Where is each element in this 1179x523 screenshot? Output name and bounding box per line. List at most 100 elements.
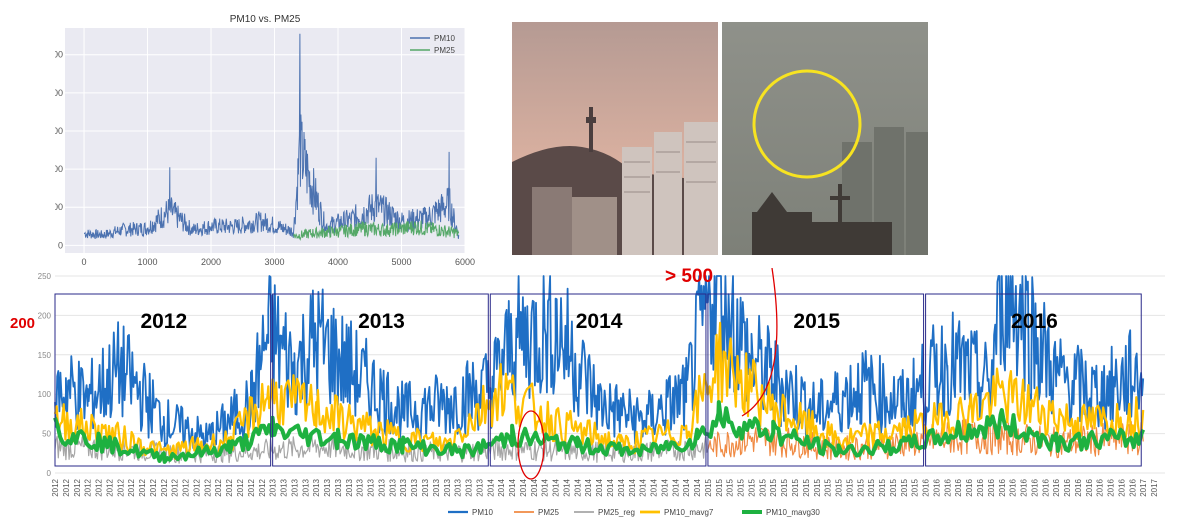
bottom-x-tick-label: 2016: [965, 478, 974, 496]
top-legend-label: PM10: [434, 34, 455, 43]
bottom-x-tick-label: 2013: [356, 478, 365, 496]
year-box-label: 2015: [793, 310, 840, 333]
bottom-x-tick-label: 2013: [301, 478, 310, 496]
bottom-x-tick-label: 2013: [399, 478, 408, 496]
bottom-x-tick-label: 2014: [508, 478, 517, 496]
bottom-x-tick-label: 2013: [290, 478, 299, 496]
bottom-x-tick-label: 2012: [203, 478, 212, 496]
bottom-x-tick-label: 2012: [149, 478, 158, 496]
bottom-x-tick-label: 2016: [1074, 478, 1083, 496]
bottom-legend: PM10 PM25 PM25_reg PM10_mavg7 PM10_mavg30: [448, 508, 820, 517]
pm10-vs-pm25-chart: 0 1000 2000 3000 4000 5000 6000 0 100 200 300 400 50…: [48, 10, 475, 270]
bottom-x-tick-label: 2012: [62, 478, 71, 496]
bottom-x-tick-label: 2013: [378, 478, 387, 496]
bottom-x-tick-label: 2013: [421, 478, 430, 496]
bottom-x-tick-label: 2012: [247, 478, 256, 496]
bottom-x-tick-label: 2012: [160, 478, 169, 496]
smog-comparison-photo: [512, 22, 928, 255]
smog-photo-svg: [512, 22, 928, 255]
bottom-x-tick-label: 2012: [258, 478, 267, 496]
bottom-x-tick-label: 2013: [269, 478, 278, 496]
bottom-x-tick-label: 2014: [639, 478, 648, 496]
bottom-series-pm10-mavg7-line: [53, 321, 1145, 460]
bottom-x-tick-label: 2016: [1118, 478, 1127, 496]
red-highlight-ellipse-2014: [517, 410, 545, 480]
bottom-x-tick-label: 2016: [1041, 478, 1050, 496]
top-x-tick-label: 2000: [201, 257, 221, 267]
bottom-x-tick-label: 2015: [758, 478, 767, 496]
church-silhouette: [752, 184, 892, 255]
bottom-x-tick-label: 2016: [1030, 478, 1039, 496]
clear-windows: [624, 141, 716, 193]
year-box-label: 2013: [358, 310, 405, 333]
bottom-x-tick-label: 2015: [900, 478, 909, 496]
bottom-x-tick-label: 2016: [1052, 478, 1061, 496]
bottom-legend-label: PM25: [538, 508, 559, 517]
bottom-x-tick-label: 2016: [998, 478, 1007, 496]
bottom-x-tick-label: 2015: [737, 478, 746, 496]
bottom-x-tick-label: 2013: [280, 478, 289, 496]
bottom-x-tick-label: 2014: [563, 478, 572, 496]
bottom-x-tick-label: 2015: [726, 478, 735, 496]
year-box-label: 2016: [1011, 310, 1058, 333]
bottom-x-tick-label: 2014: [584, 478, 593, 496]
bottom-x-tick-label: 2012: [236, 478, 245, 496]
bottom-x-tick-label: 2016: [1085, 478, 1094, 496]
bottom-x-tick-label: 2016: [933, 478, 942, 496]
bottom-y-tick-label: 200: [38, 311, 52, 320]
bottom-x-tick-label: 2016: [987, 478, 996, 496]
bottom-x-tick-label: 2015: [715, 478, 724, 496]
over-500-annotation: > 500: [665, 268, 713, 287]
bottom-x-tick-label: 2014: [541, 478, 550, 496]
bottom-y-tick-label: 100: [38, 390, 52, 399]
bottom-x-tick-label: 2015: [878, 478, 887, 496]
bottom-x-tick-label: 2014: [519, 478, 528, 496]
pm-timeseries-chart: 0 50 100 150 200 250 2012 2013 2014 2015 2016 > 500…: [0, 266, 1179, 518]
top-chart-svg: 0 1000 2000 3000 4000 5000 6000 0 100 200 300 400 50…: [48, 14, 475, 267]
top-y-tick-label: 500: [55, 50, 63, 60]
bottom-x-tick-label: 2014: [573, 478, 582, 496]
bottom-x-tick-label: 2013: [388, 478, 397, 496]
top-y-tick-label: 400: [55, 88, 63, 98]
top-chart-title: PM10 vs. PM25: [230, 14, 301, 25]
bottom-y-tick-label: 50: [42, 430, 51, 439]
bottom-x-tick-label: 2012: [214, 478, 223, 496]
bottom-y-tick-label: 150: [38, 351, 52, 360]
yellow-highlight-circle: [752, 69, 862, 179]
bottom-x-tick-label: 2015: [802, 478, 811, 496]
bottom-x-tick-label: 2014: [486, 478, 495, 496]
bottom-x-tick-label: 2012: [105, 478, 114, 496]
bottom-x-tick-label: 2013: [410, 478, 419, 496]
bottom-x-tick-label: 2015: [845, 478, 854, 496]
bottom-x-tick-label: 2016: [1020, 478, 1029, 496]
bottom-x-tick-label: 2014: [671, 478, 680, 496]
bottom-x-tick-label: 2016: [1107, 478, 1116, 496]
bottom-legend-label: PM10: [472, 508, 493, 517]
bottom-series-pm10-mavg30-line: [53, 400, 1146, 464]
bottom-x-tick-label: 2015: [824, 478, 833, 496]
bottom-x-tick-label: 2014: [530, 478, 539, 496]
bottom-x-tick-label: 2013: [465, 478, 474, 496]
year-box-2015: [707, 293, 925, 467]
bottom-x-tick-label: 2012: [193, 478, 202, 496]
bottom-x-tick-label: 2012: [225, 478, 234, 496]
bottom-x-tick-label: 2012: [51, 478, 60, 496]
bottom-x-tick-label: 2016: [1009, 478, 1018, 496]
bottom-x-tick-label: 2012: [84, 478, 93, 496]
bottom-x-tick-label: 2013: [345, 478, 354, 496]
bottom-x-tick-label: 2015: [791, 478, 800, 496]
top-legend-label: PM25: [434, 46, 455, 55]
bottom-x-tick-label: 2012: [73, 478, 82, 496]
bottom-x-tick-label: 2015: [867, 478, 876, 496]
bottom-x-tick-label: 2012: [171, 478, 180, 496]
top-series-pm25-line: [293, 220, 460, 241]
bottom-x-tick-label: 2012: [182, 478, 191, 496]
bottom-x-tick-label: 2013: [323, 478, 332, 496]
bottom-x-tick-label: 2013: [312, 478, 321, 496]
bottom-legend-label: PM10_mavg30: [766, 508, 820, 517]
tower-deck: [586, 117, 596, 123]
top-legend: PM10 PM25: [410, 34, 455, 55]
top-y-tick-label: 100: [55, 202, 63, 212]
year-box-2013: [272, 293, 489, 467]
